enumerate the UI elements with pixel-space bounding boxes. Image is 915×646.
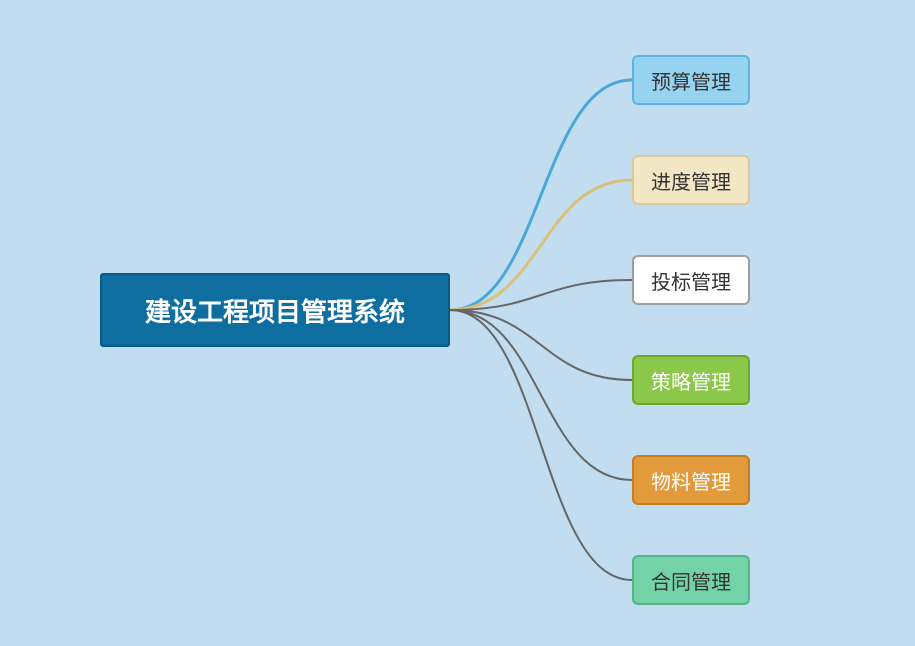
child-node-label: 预算管理 — [651, 66, 731, 95]
mindmap-canvas: 建设工程项目管理系统 预算管理进度管理投标管理策略管理物料管理合同管理 — [0, 0, 915, 646]
child-node[interactable]: 进度管理 — [632, 155, 750, 205]
edge — [450, 310, 632, 580]
edge — [450, 310, 632, 480]
child-node[interactable]: 投标管理 — [632, 255, 750, 305]
edge — [450, 310, 632, 380]
child-node-label: 物料管理 — [651, 466, 731, 495]
child-node-label: 投标管理 — [651, 266, 731, 295]
root-node-label: 建设工程项目管理系统 — [145, 292, 405, 329]
edge — [450, 80, 632, 310]
child-node-label: 策略管理 — [651, 366, 731, 395]
child-node-label: 合同管理 — [651, 566, 731, 595]
root-node[interactable]: 建设工程项目管理系统 — [100, 273, 450, 347]
child-node-label: 进度管理 — [651, 166, 731, 195]
child-node[interactable]: 策略管理 — [632, 355, 750, 405]
child-node[interactable]: 合同管理 — [632, 555, 750, 605]
edge — [450, 280, 632, 310]
child-node[interactable]: 预算管理 — [632, 55, 750, 105]
edge — [450, 180, 632, 310]
child-node[interactable]: 物料管理 — [632, 455, 750, 505]
